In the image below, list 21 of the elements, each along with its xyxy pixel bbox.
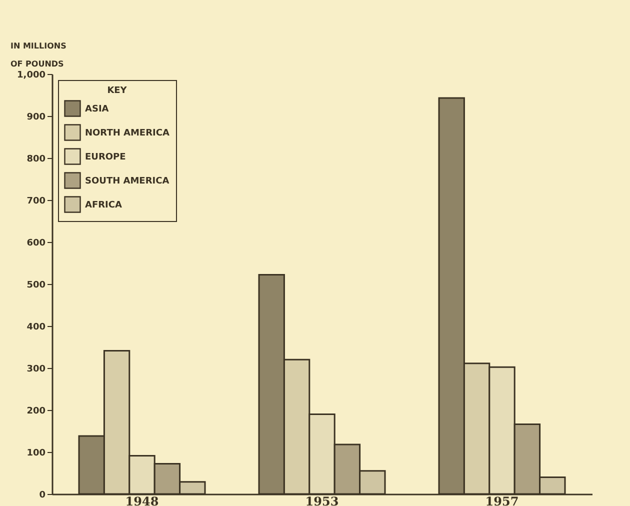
y-tick-label: 500 <box>26 280 46 290</box>
x-tick-label: 1948 <box>125 494 159 506</box>
y-tick-label: 1,000 <box>17 70 46 80</box>
x-tick-label: 1953 <box>305 494 339 506</box>
legend-label: EUROPE <box>85 152 126 162</box>
legend-label: SOUTH AMERICA <box>85 176 170 186</box>
legend-label: ASIA <box>85 104 109 114</box>
legend-label: AFRICA <box>85 200 122 210</box>
y-tick-label: 600 <box>26 238 46 248</box>
y-tick-label: 700 <box>26 196 46 206</box>
legend-label: NORTH AMERICA <box>85 128 170 138</box>
y-tick-label: 0 <box>39 490 46 500</box>
y-tick-label: 100 <box>26 448 46 458</box>
y-tick-label: 400 <box>26 322 46 332</box>
y-tick-label: 300 <box>26 364 46 374</box>
legend-title: KEY <box>107 86 128 96</box>
y-tick-label: 200 <box>26 406 46 416</box>
y-tick-label: 900 <box>26 112 46 122</box>
y-tick-label: 800 <box>26 154 46 164</box>
y-axis-title: IN MILLIONS OF POUNDS <box>10 42 67 68</box>
x-tick-label: 1957 <box>485 494 519 506</box>
